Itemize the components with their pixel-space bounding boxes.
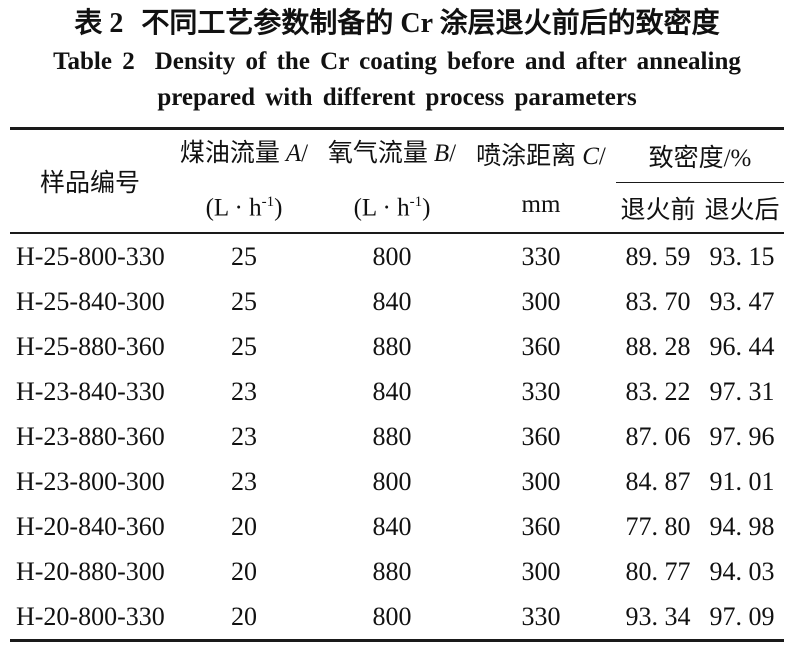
caption-english-line1: Table 2 Density of the Cr coating before… xyxy=(0,43,794,80)
oxygen-flow-unit: (L · h-1) xyxy=(353,194,431,222)
header-row-top: 样品编号 煤油流量 A/ (L · h-1) 氧气流量 B/ (L · h-1) 喷… xyxy=(10,128,784,235)
kerosene-cell: 23 xyxy=(231,466,257,496)
oxygen-cell: 880 xyxy=(372,556,412,586)
density-after-cell: 97. 31 xyxy=(709,376,775,406)
table-caption: 表 2 不同工艺参数制备的 Cr 涂层退火前后的致密度 Table 2 Dens… xyxy=(0,0,794,116)
oxygen-cell: 840 xyxy=(372,286,412,316)
kerosene-cell: 25 xyxy=(231,241,257,271)
table-row: H-23-840-330 23 840 330 83. 22 97. 31 xyxy=(10,369,784,414)
oxygen-cell: 800 xyxy=(372,466,412,496)
density-before-cell: 93. 34 xyxy=(616,594,700,643)
kerosene-cell: 23 xyxy=(231,421,257,451)
density-after-cell: 93. 47 xyxy=(709,286,775,316)
distance-cell: 330 xyxy=(521,241,561,271)
oxygen-cell: 880 xyxy=(372,421,412,451)
distance-cell: 300 xyxy=(521,556,561,586)
density-after-cell: 91. 01 xyxy=(709,466,775,496)
col-header-after-annealing: 退火后 xyxy=(700,182,784,235)
superscript-exponent: -1 xyxy=(409,194,423,210)
table-row: H-20-840-360 20 840 360 77. 80 94. 98 xyxy=(10,504,784,549)
sample-id-cell: H-20-800-330 xyxy=(10,594,170,643)
density-after-cell: 94. 98 xyxy=(709,511,775,541)
table-row: H-23-800-300 23 800 300 84. 87 91. 01 xyxy=(10,459,784,504)
spray-distance-label: 喷涂距离 C/ xyxy=(476,143,606,171)
slash: / xyxy=(449,140,457,167)
col-header-before-annealing: 退火前 xyxy=(616,182,700,235)
sample-id-cell: H-23-880-360 xyxy=(16,421,165,451)
distance-cell: 330 xyxy=(521,376,561,406)
density-before-cell: 83. 70 xyxy=(625,286,691,316)
table-row: H-25-800-330 25 800 330 89. 59 93. 15 xyxy=(10,233,784,279)
table-row: H-20-880-300 20 880 300 80. 77 94. 03 xyxy=(10,549,784,594)
oxygen-cell: 840 xyxy=(372,376,412,406)
density-after-cell: 96. 44 xyxy=(709,331,775,361)
oxygen-cell: 800 xyxy=(318,594,466,643)
slash: / xyxy=(301,140,309,167)
caption-chinese-text: 不同工艺参数制备的 Cr 涂层退火前后的致密度 xyxy=(141,8,720,39)
sample-id-cell: H-25-840-300 xyxy=(16,286,165,316)
caption-english-label: Table 2 xyxy=(53,48,135,75)
col-header-sample: 样品编号 xyxy=(10,128,170,235)
distance-cell: 360 xyxy=(521,511,561,541)
superscript-exponent: -1 xyxy=(261,194,275,210)
kerosene-flow-unit: (L · h-1) xyxy=(205,194,283,222)
col-header-spray-distance: 喷涂距离 C/ mm xyxy=(466,128,616,235)
distance-cell: 360 xyxy=(521,421,561,451)
variable-A: A xyxy=(285,140,302,167)
table-row: H-25-880-360 25 880 360 88. 28 96. 44 xyxy=(10,324,784,369)
kerosene-cell: 20 xyxy=(231,556,257,586)
density-before-cell: 89. 59 xyxy=(625,241,691,271)
table-body: H-25-800-330 25 800 330 89. 59 93. 15 H-… xyxy=(10,233,784,643)
density-after-cell: 97. 09 xyxy=(700,594,784,643)
density-before-cell: 87. 06 xyxy=(625,421,691,451)
variable-C: C xyxy=(582,143,599,171)
distance-cell: 300 xyxy=(521,466,561,496)
spray-distance-unit: mm xyxy=(521,191,561,219)
header-row-sub: 退火前 退火后 xyxy=(10,182,784,235)
table-header: 样品编号 煤油流量 A/ (L · h-1) 氧气流量 B/ (L · h-1) 喷… xyxy=(10,128,784,235)
kerosene-cell: 25 xyxy=(231,286,257,316)
table-row: H-20-800-330 20 800 330 93. 34 97. 09 xyxy=(10,594,784,643)
density-table: 样品编号 煤油流量 A/ (L · h-1) 氧气流量 B/ (L · h-1) 喷… xyxy=(10,127,784,643)
variable-B: B xyxy=(433,140,450,167)
kerosene-cell: 23 xyxy=(231,376,257,406)
sample-id-cell: H-23-840-330 xyxy=(16,376,165,406)
sample-id-cell: H-20-880-300 xyxy=(16,556,165,586)
sample-id-cell: H-23-800-300 xyxy=(16,466,165,496)
density-before-cell: 84. 87 xyxy=(625,466,691,496)
table-row: H-25-840-300 25 840 300 83. 70 93. 47 xyxy=(10,279,784,324)
sample-id-cell: H-20-840-360 xyxy=(16,511,165,541)
distance-cell: 300 xyxy=(521,286,561,316)
caption-english-text: Density of the Cr coating before and aft… xyxy=(154,48,741,75)
col-header-kerosene-flow: 煤油流量 A/ (L · h-1) xyxy=(170,128,318,235)
density-after-cell: 97. 96 xyxy=(709,421,775,451)
density-after-cell: 93. 15 xyxy=(709,241,775,271)
col-header-density-group: 致密度/% xyxy=(616,128,784,184)
distance-cell: 330 xyxy=(466,594,616,643)
caption-chinese: 表 2 不同工艺参数制备的 Cr 涂层退火前后的致密度 xyxy=(0,5,794,43)
kerosene-cell: 25 xyxy=(231,331,257,361)
density-before-cell: 77. 80 xyxy=(625,511,691,541)
density-before-cell: 83. 22 xyxy=(625,376,691,406)
caption-english-line2: prepared with different process paramete… xyxy=(157,84,637,111)
oxygen-flow-label: 氧气流量 B/ xyxy=(327,140,457,167)
density-before-cell: 88. 28 xyxy=(625,331,691,361)
kerosene-cell: 20 xyxy=(170,594,318,643)
density-after-cell: 94. 03 xyxy=(709,556,775,586)
oxygen-cell: 800 xyxy=(372,241,412,271)
sample-id-cell: H-25-880-360 xyxy=(16,331,165,361)
oxygen-cell: 880 xyxy=(372,331,412,361)
density-before-cell: 80. 77 xyxy=(625,556,691,586)
kerosene-cell: 20 xyxy=(231,511,257,541)
caption-chinese-label: 表 2 xyxy=(74,8,124,39)
oxygen-cell: 840 xyxy=(372,511,412,541)
kerosene-flow-label: 煤油流量 A/ xyxy=(179,140,309,167)
slash: / xyxy=(598,143,606,171)
distance-cell: 360 xyxy=(521,331,561,361)
col-header-oxygen-flow: 氧气流量 B/ (L · h-1) xyxy=(318,128,466,235)
table-row: H-23-880-360 23 880 360 87. 06 97. 96 xyxy=(10,414,784,459)
sample-id-cell: H-25-800-330 xyxy=(16,241,165,271)
